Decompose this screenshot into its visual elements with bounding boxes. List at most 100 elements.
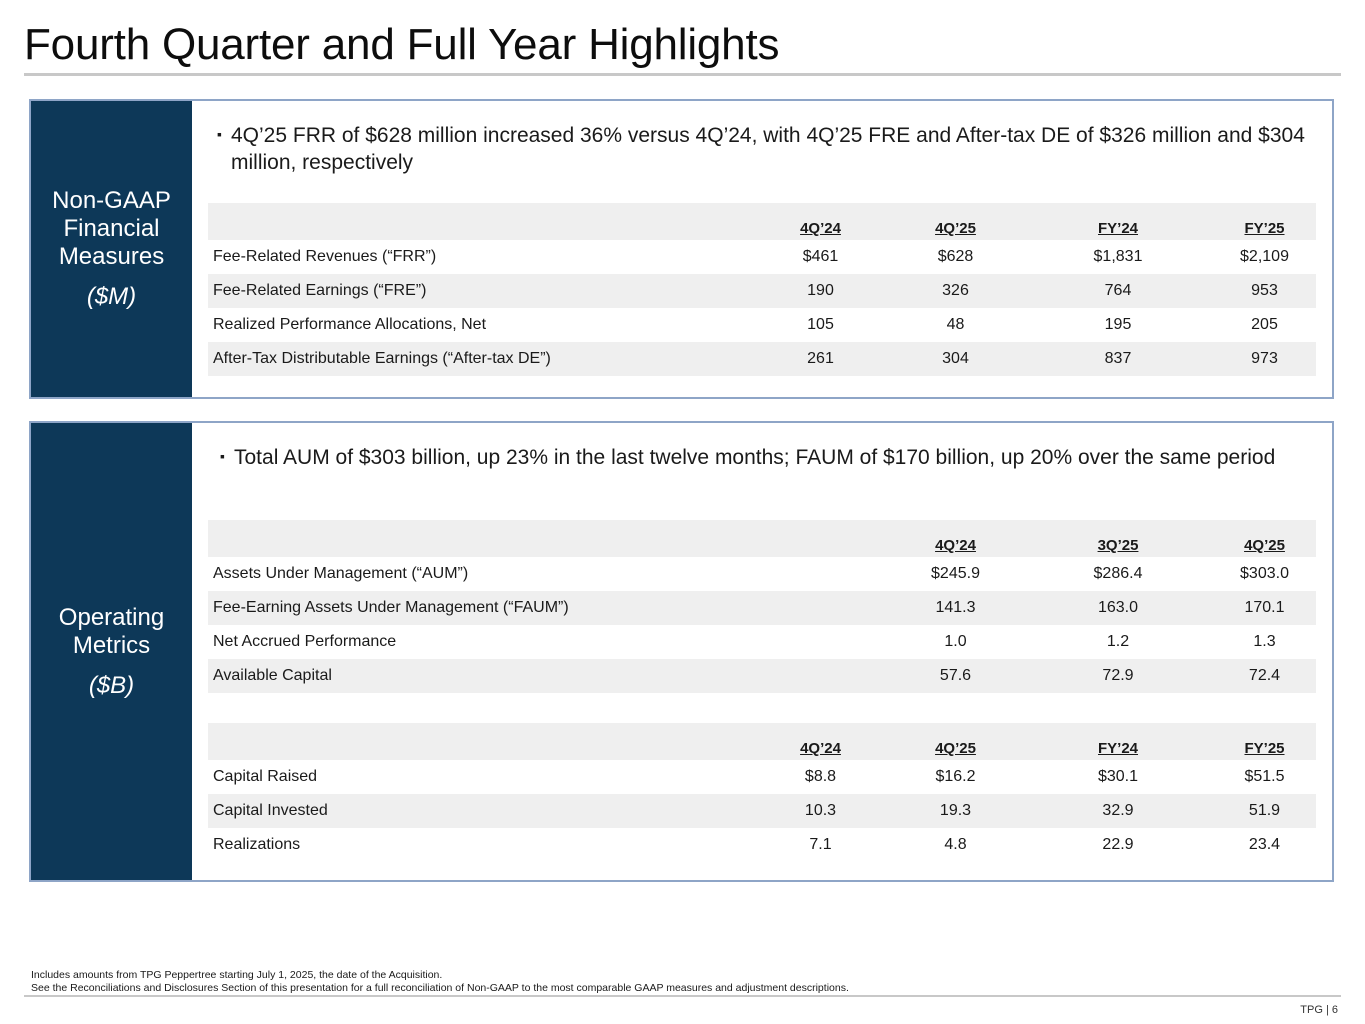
cell-value: 32.9 [1102,802,1134,819]
side-label-line: Measures [58,243,165,270]
table-row: Realized Performance Allocations, Net 10… [208,308,1316,342]
non-gaap-side-panel: Non-GAAP Financial Measures ($M) [31,101,192,397]
cell-value: $245.9 [931,565,980,582]
cell-value: 170.1 [1244,599,1285,616]
cell-value [753,591,888,625]
side-label-line: Operating [58,603,165,631]
non-gaap-table: 4Q’24 4Q’25 FY’24 FY’25 Fee-Related Reve… [208,203,1316,376]
highlight-bullet: ▪ 4Q’25 FRR of $628 million increased 36%… [217,121,1308,176]
column-header: FY’25 [1244,740,1285,757]
cell-value: 326 [942,282,969,299]
cell-value: 10.3 [804,802,837,819]
cell-value [753,659,888,693]
row-label: Capital Invested [213,802,328,819]
cell-value: 57.6 [939,667,972,684]
column-header: 4Q’24 [800,740,841,757]
cell-value: $2,109 [1240,248,1289,265]
cell-value: 304 [942,350,969,367]
footnotes: Includes amounts from TPG Peppertree sta… [31,969,849,995]
cell-value: 764 [1104,282,1132,299]
cell-value: $51.5 [1244,768,1285,785]
column-header: 4Q’24 [800,220,841,237]
cell-value: 19.3 [939,802,972,819]
unit-label: ($M) [86,283,137,310]
operating-table-aum: 4Q’24 3Q’25 4Q’25 Assets Under Managemen… [208,520,1316,693]
cell-value: $461 [802,248,839,265]
bullet-text: 4Q’25 FRR of $628 million increased 36% … [231,124,1305,174]
table-row: Capital Invested 10.3 19.3 32.9 51.9 [208,794,1316,828]
column-header: FY’24 [1097,740,1139,757]
column-header: FY’24 [1097,220,1139,237]
operating-section: Operating Metrics ($B) ▪ Total AUM of $30… [29,421,1334,882]
table-row: After-Tax Distributable Earnings (“After… [208,342,1316,376]
cell-value [753,557,888,591]
cell-value: 105 [807,316,834,333]
bullet-text: Total AUM of $303 billion, up 23% in the… [234,446,1276,469]
cell-value: 1.0 [944,633,967,650]
table-row: Fee-Earning Assets Under Management (“FA… [208,591,1316,625]
unit-label: ($B) [88,671,135,699]
cell-value: $303.0 [1240,565,1289,582]
side-label-line: Metrics [72,631,151,659]
operating-table-capital: 4Q’24 4Q’25 FY’24 FY’25 Capital Raised $… [208,723,1316,862]
page-title: Fourth Quarter and Full Year Highlights [24,20,780,69]
cell-value: 205 [1251,316,1278,333]
cell-value: $286.4 [1093,565,1143,582]
table-row: Capital Raised $8.8 $16.2 $30.1 $51.5 [208,760,1316,794]
column-header: 4Q’24 [935,537,976,554]
row-label: Realizations [213,836,301,853]
row-label: Realized Performance Allocations, Net [213,316,487,333]
row-label: Capital Raised [213,768,318,785]
cell-value: 7.1 [809,836,832,853]
column-header: 4Q’25 [935,220,976,237]
cell-value: $8.8 [804,768,837,785]
row-label: Assets Under Management (“AUM”) [213,565,469,582]
cell-value: $30.1 [1097,768,1139,785]
cell-value: $1,831 [1093,248,1143,265]
row-label: Fee-Earning Assets Under Management (“FA… [213,599,569,616]
table-row: Net Accrued Performance 1.0 1.2 1.3 [208,625,1316,659]
cell-value: $628 [937,248,974,265]
cell-value: 72.9 [1102,667,1134,684]
column-header: 3Q’25 [1097,537,1139,554]
cell-value: 195 [1104,316,1132,333]
cell-value: 837 [1104,350,1132,367]
column-header: FY’25 [1244,220,1285,237]
row-label: After-Tax Distributable Earnings (“After… [213,350,551,367]
cell-value: 1.2 [1106,633,1130,650]
cell-value: 141.3 [935,599,976,616]
column-header: 4Q’25 [935,740,976,757]
cell-value: 22.9 [1102,836,1134,853]
cell-value: 261 [807,350,834,367]
cell-value: 953 [1251,282,1278,299]
footer-divider [24,995,1341,997]
table-row: Fee-Related Revenues (“FRR”) $461 $628 $… [208,240,1316,274]
cell-value: 163.0 [1097,599,1139,616]
page-number: TPG | 6 [1300,1004,1338,1016]
footnote-line: Includes amounts from TPG Peppertree sta… [31,969,443,981]
row-label: Fee-Related Earnings (“FRE”) [213,282,427,299]
cell-value: $16.2 [935,768,976,785]
side-label-line: Financial [63,215,160,242]
highlight-bullet: ▪ Total AUM of $303 billion, up 23% in th… [220,443,1308,471]
footnote-line: See the Reconciliations and Disclosures … [31,982,849,994]
cell-value: 23.4 [1248,836,1281,853]
side-label-line: Non-GAAP [52,187,171,214]
title-divider [24,73,1341,76]
table-header-row: 4Q’24 4Q’25 FY’24 FY’25 [208,723,1316,760]
cell-value: 4.8 [944,836,967,853]
cell-value: 973 [1251,350,1278,367]
non-gaap-section: Non-GAAP Financial Measures ($M) ▪ 4Q’25 … [29,99,1334,399]
cell-value: 1.3 [1253,633,1276,650]
cell-value: 190 [807,282,834,299]
cell-value: 72.4 [1248,667,1281,684]
operating-side-panel: Operating Metrics ($B) [31,423,192,880]
table-row: Available Capital 57.6 72.9 72.4 [208,659,1316,693]
cell-value [753,625,888,659]
bullet-square-icon: ▪ [217,126,222,142]
bullet-square-icon: ▪ [220,448,225,464]
cell-value: 51.9 [1248,802,1281,819]
column-header: 4Q’25 [1244,537,1285,554]
cell-value: 48 [946,316,965,333]
row-label: Available Capital [213,667,332,684]
